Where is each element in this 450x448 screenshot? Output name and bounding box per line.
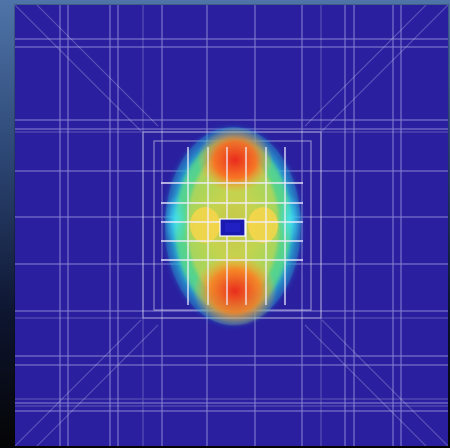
outer-grid	[15, 5, 448, 446]
ghost-grid	[15, 5, 448, 446]
visualization-canvas	[15, 5, 448, 446]
visualization-panel	[15, 5, 448, 446]
perspective-lines	[15, 5, 448, 446]
core-grid	[161, 147, 303, 305]
center-hole	[219, 218, 246, 237]
